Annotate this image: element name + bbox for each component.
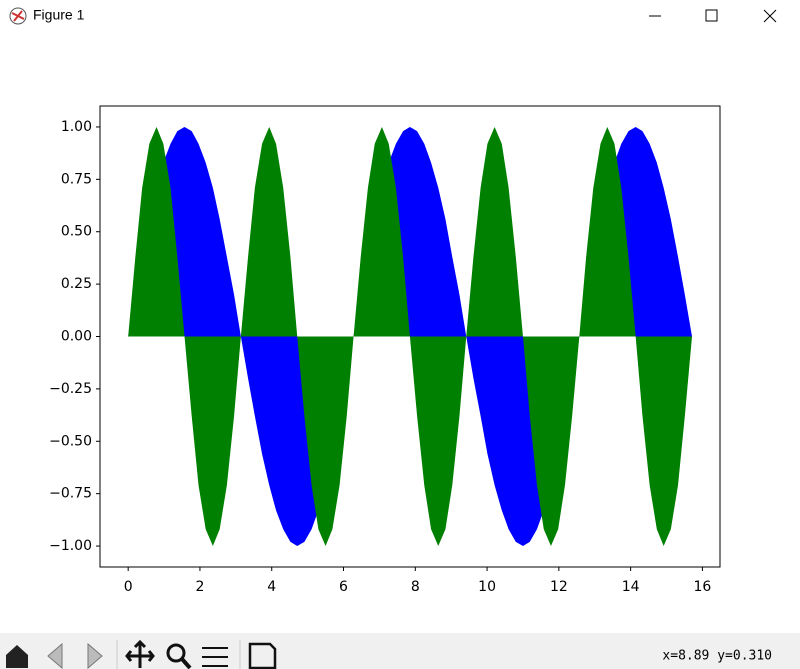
x-tick-label: 14 <box>622 579 640 595</box>
x-tick-label: 2 <box>195 579 204 595</box>
x-tick-label: 10 <box>478 579 496 595</box>
title-bar: Figure 1 <box>9 7 777 25</box>
zoom-button[interactable] <box>166 643 186 663</box>
close-button[interactable] <box>763 9 777 23</box>
back-button[interactable] <box>47 642 63 669</box>
y-tick-label: −1.00 <box>49 538 92 554</box>
x-tick-label: 6 <box>339 579 348 595</box>
maximize-button[interactable] <box>705 9 718 22</box>
x-tick-label: 0 <box>124 579 133 595</box>
y-tick-label: 1.00 <box>61 119 92 135</box>
y-tick-label: −0.25 <box>49 381 92 397</box>
toolbar-background <box>0 633 800 669</box>
save-button[interactable] <box>248 642 277 669</box>
zoom-button-handle <box>180 657 192 669</box>
y-tick-label: 0.00 <box>61 329 92 345</box>
plot: 0 2 4 6 8 10 12 14 16 −1.00 −0.75 −0.50 −0.25 0.00 0.2… <box>49 105 721 595</box>
x-tick-label: 8 <box>411 579 420 595</box>
app-icon-mark <box>11 10 25 22</box>
x-tick-label: 12 <box>550 579 568 595</box>
forward-button[interactable] <box>87 642 103 669</box>
configure-button[interactable] <box>202 647 228 667</box>
toolbar: x=8.89 y=0.310 <box>0 633 800 669</box>
home-button[interactable] <box>6 645 28 668</box>
x-tick-label: 16 <box>693 579 711 595</box>
y-tick-label: −0.50 <box>49 433 92 449</box>
y-tick-label: −0.75 <box>49 486 92 502</box>
pan-button[interactable] <box>125 639 155 668</box>
filled-area <box>128 126 693 547</box>
y-tick-label: 0.50 <box>61 224 92 240</box>
status-text: x=8.89 y=0.310 <box>662 649 772 664</box>
x-tick-label: 4 <box>267 579 276 595</box>
y-tick-label: 0.25 <box>61 276 92 292</box>
window-title: Figure 1 <box>33 7 85 23</box>
y-tick-label: 0.75 <box>61 171 92 187</box>
